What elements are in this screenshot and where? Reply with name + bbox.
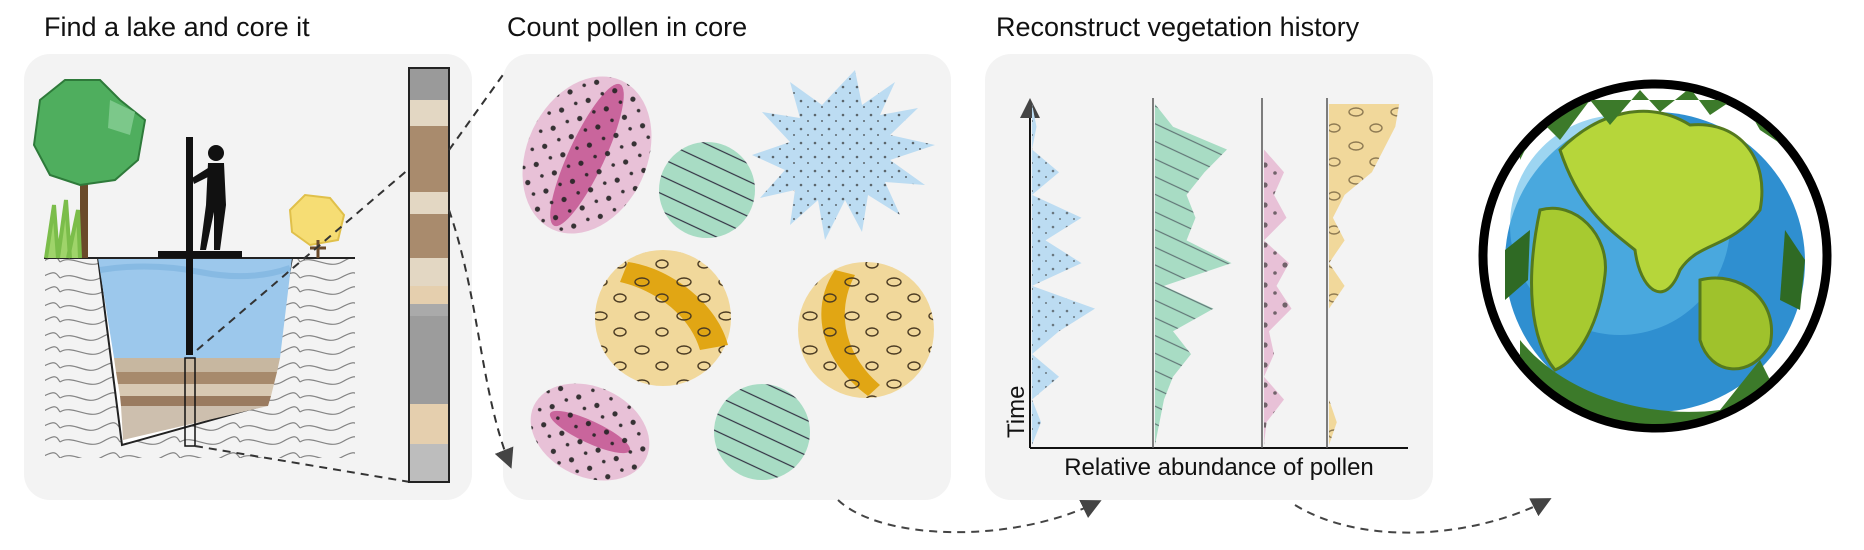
pollen-curve-texture-green: [1155, 104, 1232, 445]
panel-1-title: Find a lake and core it: [44, 12, 310, 42]
pollen-grain-green-top: [659, 142, 755, 238]
grass-icon: [44, 199, 82, 259]
pollen-grain-green-bottom: [714, 384, 810, 480]
panel-2-title: Count pollen in core: [507, 12, 748, 42]
pollen-curve-texture-blue: [1032, 104, 1095, 445]
tree-icon: [32, 79, 147, 258]
pollen-grain-pink-small: [530, 383, 650, 481]
coring-platform: [158, 251, 242, 258]
pollen-diagram: Time Relative abundance of pollen: [1003, 98, 1408, 481]
panel-3-background: [985, 54, 1433, 500]
sediment-core-icon: [184, 357, 196, 447]
pollen-grain-yellow-left: [595, 250, 731, 386]
pollen-curve-texture-yellow: [1329, 104, 1400, 445]
earth-globe-icon: [1478, 79, 1832, 433]
y-axis-label: Time: [1003, 386, 1030, 438]
arrow-panel3-to-globe: [1294, 498, 1552, 534]
pollen-curve-texture-pink: [1264, 104, 1292, 445]
pollen-grain-yellow-right: [798, 262, 934, 398]
person-coring-icon: [192, 145, 226, 250]
coring-pipe: [186, 137, 193, 355]
lake-sediment: [114, 358, 280, 440]
lake-water: [98, 258, 292, 358]
pollen-grain-pink-large: [522, 76, 652, 234]
lake-scene: [32, 79, 411, 483]
arrow-panel2-to-panel3: [837, 499, 1102, 534]
panel-3-title: Reconstruct vegetation history: [996, 12, 1360, 42]
pollen-grain-blue-spiky: [752, 70, 935, 240]
sediment-core-column: [408, 67, 450, 483]
x-axis-label: Relative abundance of pollen: [1064, 454, 1374, 481]
